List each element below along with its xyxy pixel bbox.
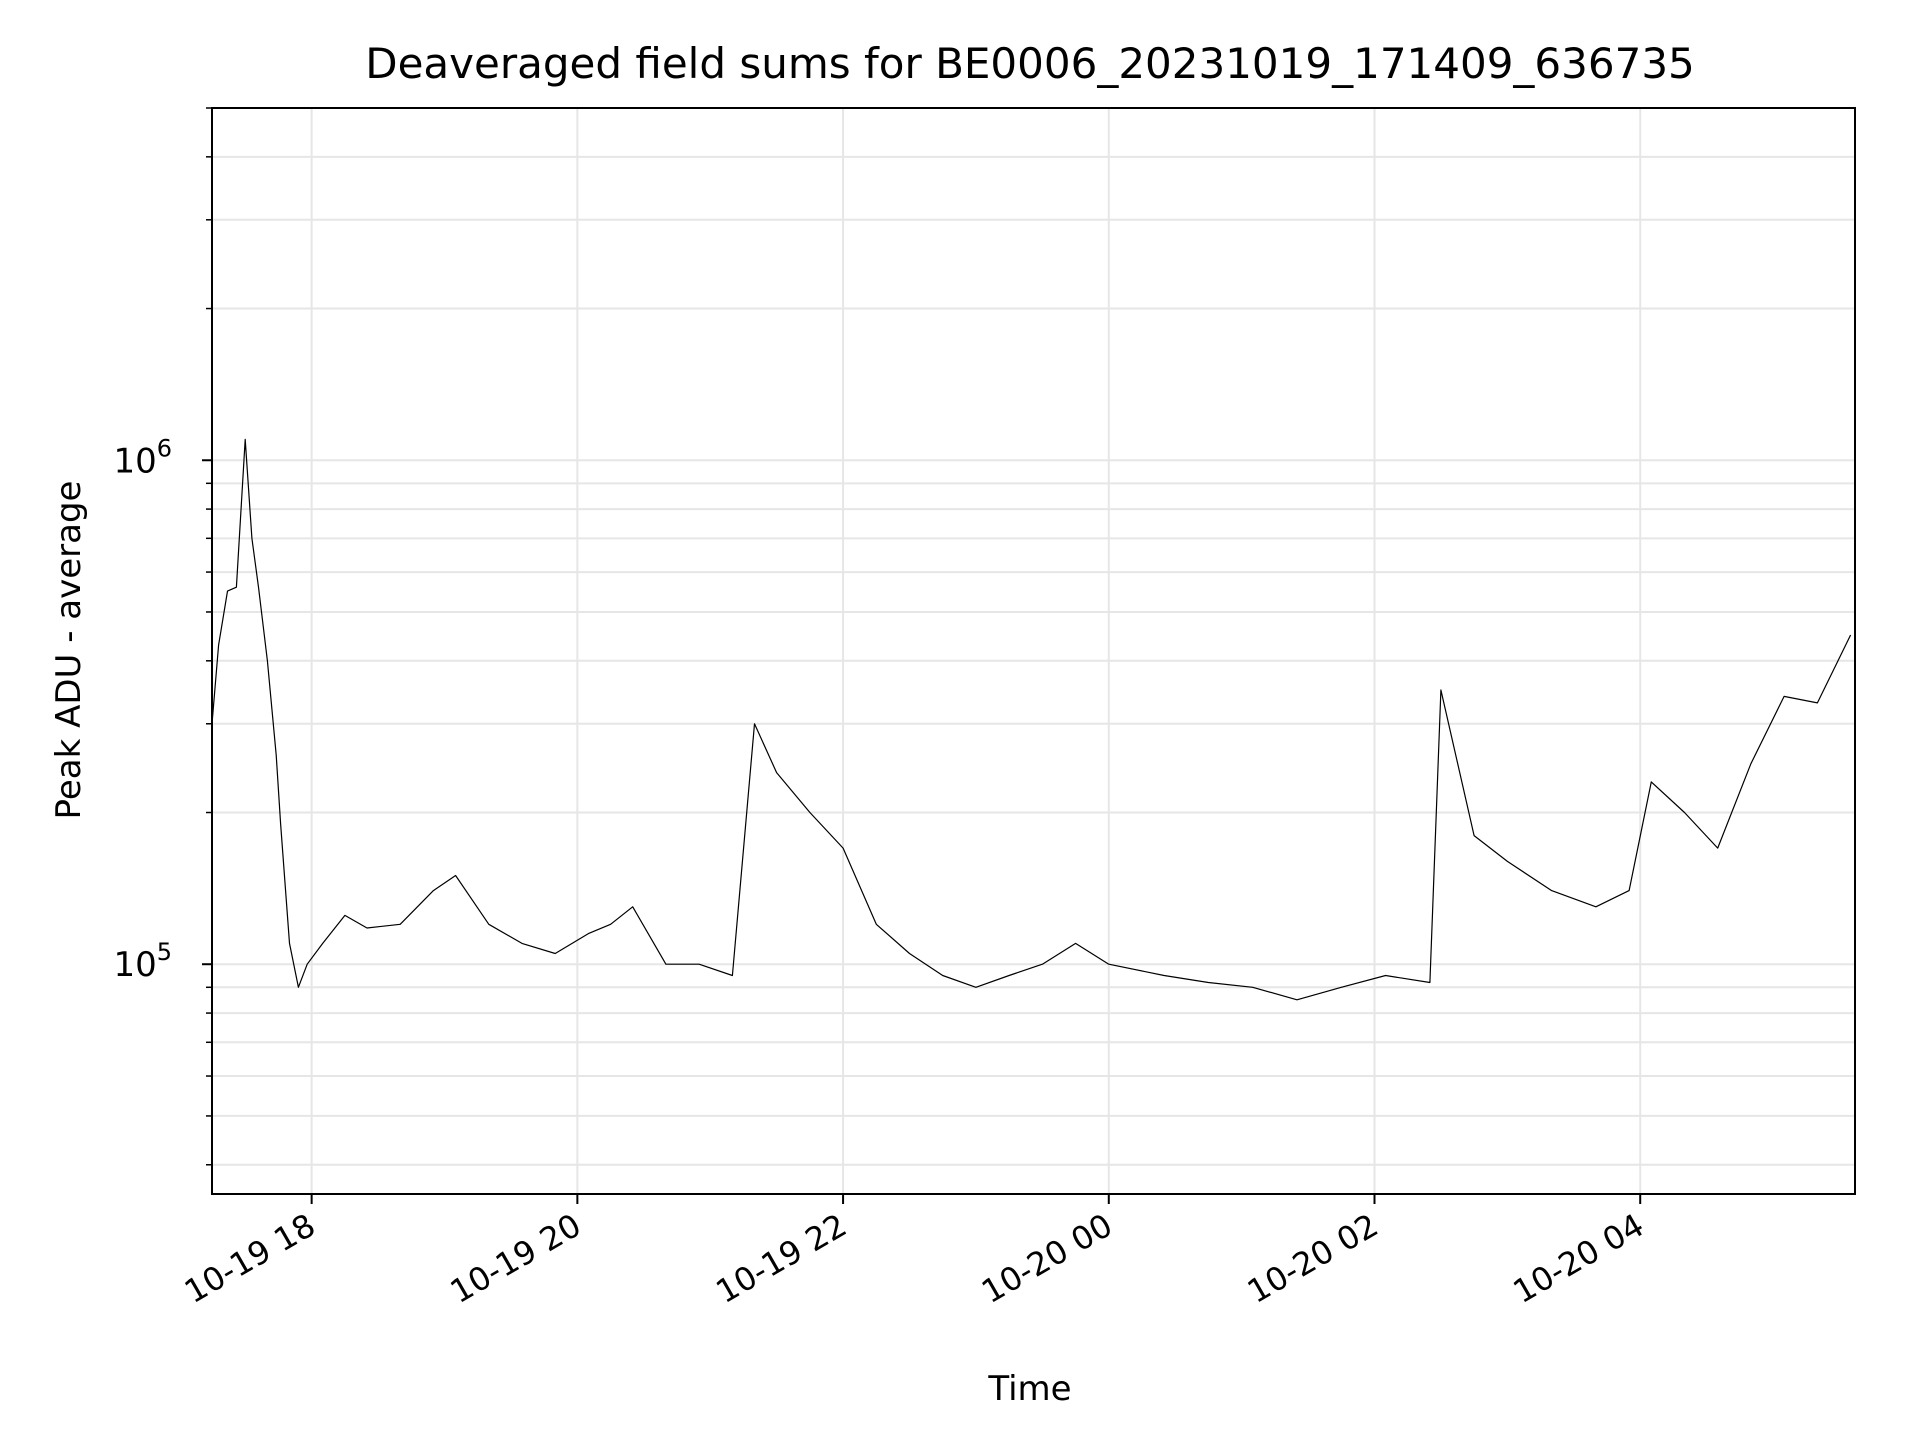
y-axis-ticks: 105 106 [113,107,212,1166]
chart-title: Deaveraged field sums for BE0006_2023101… [365,39,1695,88]
plot-frame [211,107,1856,1195]
y-tick-label: 105 [113,938,172,985]
series-line [211,438,1852,1001]
y-tick-label: 106 [113,434,172,481]
x-axis-label: Time [987,1369,1071,1409]
y-axis-label: Peak ADU - average [49,481,89,820]
